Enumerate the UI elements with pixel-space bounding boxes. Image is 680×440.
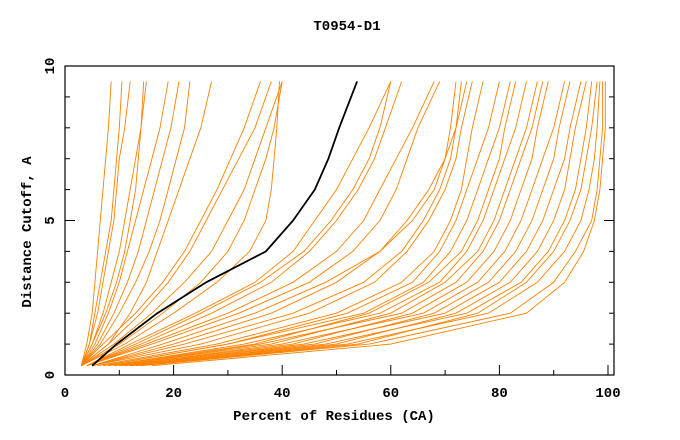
model-curve	[81, 81, 280, 367]
model-curve	[80, 81, 180, 366]
model-curves	[80, 81, 606, 367]
model-curve	[86, 81, 392, 367]
model-curve	[92, 81, 473, 367]
model-curve	[86, 81, 435, 367]
model-curve	[80, 81, 191, 366]
model-curve	[97, 81, 484, 367]
model-curve	[135, 81, 598, 367]
model-curve	[124, 81, 571, 367]
x-tick-label: 60	[382, 386, 399, 402]
model-curve	[92, 81, 468, 367]
model-curve	[80, 81, 147, 366]
chart-title: T0954-D1	[313, 19, 380, 35]
model-curve	[80, 81, 123, 366]
y-axis-label: Distance Cutoff, A	[20, 156, 36, 308]
model-curve	[92, 81, 462, 367]
model-curve	[92, 81, 457, 367]
axes: 0 20 40 60 80 100 0 5 10	[43, 58, 621, 402]
y-tick-label: 5	[43, 216, 59, 224]
model-curve	[80, 81, 145, 366]
x-tick-label: 20	[165, 386, 182, 402]
model-curve	[102, 81, 500, 367]
x-tick-label: 100	[595, 386, 620, 402]
model-curve	[86, 81, 392, 367]
model-curve	[140, 81, 604, 367]
model-curve	[80, 81, 169, 366]
x-tick-label: 80	[491, 386, 508, 402]
model-curve	[130, 81, 587, 367]
y-tick-label: 0	[43, 371, 59, 379]
model-curve	[108, 81, 517, 367]
model-curve	[81, 81, 283, 367]
highlight-curve	[91, 81, 358, 367]
model-curve	[119, 81, 549, 367]
x-axis-label: Percent of Residues (CA)	[233, 409, 435, 425]
model-curve	[102, 81, 511, 367]
model-curve	[80, 81, 112, 366]
y-tick-label: 10	[43, 58, 59, 75]
model-curve	[81, 81, 213, 367]
model-curve	[81, 81, 272, 367]
model-curve	[80, 81, 131, 366]
model-curve	[86, 81, 403, 367]
model-curve	[86, 81, 441, 367]
x-tick-label: 40	[274, 386, 291, 402]
x-tick-label: 0	[61, 386, 69, 402]
model-curve	[151, 81, 606, 367]
model-curve	[113, 81, 538, 367]
model-curve	[81, 81, 283, 367]
